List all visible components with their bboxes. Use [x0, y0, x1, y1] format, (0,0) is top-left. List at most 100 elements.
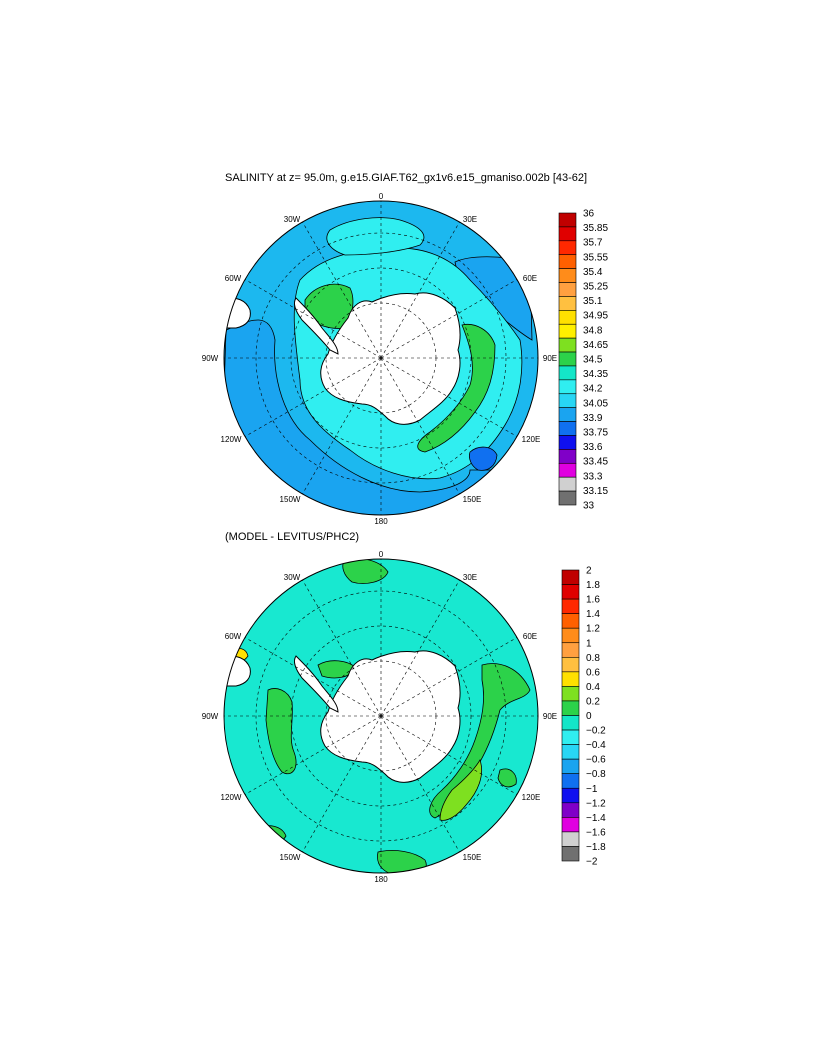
salinity-lon-label-90w: 90W	[202, 354, 219, 363]
colorbar-tick-label: 0.6	[586, 667, 600, 678]
colorbar-swatch	[561, 627, 580, 644]
salinity-region-34.2-north	[326, 217, 425, 256]
colorbar-swatch	[558, 351, 577, 367]
salinity-lon-label-60e: 60E	[523, 274, 537, 283]
colorbar-tick-label: 35.7	[583, 238, 603, 249]
colorbar-swatch	[558, 240, 577, 256]
salinity-colorbar: 36 35.85 35.7 35.55 35.4 35.25 35.1 34.95 34.8 34…	[558, 209, 608, 512]
colorbar-swatch	[558, 462, 577, 478]
colorbar-tick-label: 35.85	[583, 223, 608, 234]
difference-lon-label-90w: 90W	[202, 712, 219, 721]
colorbar-swatch	[558, 296, 577, 311]
colorbar-tick-label: −1.2	[586, 798, 606, 809]
colorbar-swatch	[558, 365, 577, 381]
difference-lon-label-30w: 30W	[284, 573, 301, 582]
colorbar-swatch	[558, 268, 577, 283]
colorbar-swatch	[561, 686, 580, 702]
colorbar-tick-label: 34.65	[583, 340, 608, 351]
colorbar-tick-label: −1.8	[586, 842, 606, 853]
difference-lon-label-0: 0	[379, 550, 384, 559]
colorbar-swatch	[561, 584, 580, 600]
difference-region-0.4-east	[439, 759, 483, 821]
colorbar-tick-label: 33.3	[583, 471, 603, 482]
difference-map-border	[223, 558, 539, 874]
colorbar-swatch	[558, 421, 577, 436]
colorbar-tick-label: 33	[583, 501, 595, 512]
salinity-lon-label-90e: 90E	[543, 354, 557, 363]
colorbar-swatch	[558, 476, 577, 492]
colorbar-tick-label: 33.9	[583, 413, 603, 424]
colorbar-tick-label: 34.95	[583, 311, 608, 322]
colorbar-tick-label: 33.45	[583, 457, 608, 468]
salinity-lon-label-120e: 120E	[522, 435, 541, 444]
difference-antarctica-landmass	[320, 650, 461, 783]
colorbar-swatch	[558, 490, 577, 506]
colorbar-tick-label: −0.6	[586, 755, 606, 766]
colorbar-tick-label: 34.2	[583, 384, 603, 395]
salinity-lon-label-30e: 30E	[463, 215, 477, 224]
difference-lon-label-60w: 60W	[225, 632, 242, 641]
colorbar-tick-label: 0.8	[586, 653, 600, 664]
colorbar-tick-label: 35.25	[583, 282, 608, 293]
colorbar-swatch	[561, 773, 580, 789]
colorbar-tick-label: −1.6	[586, 827, 606, 838]
colorbar-tick-label: 34.5	[583, 355, 603, 366]
difference-lon-label-150w: 150W	[280, 853, 301, 862]
salinity-lon-label-30w: 30W	[284, 215, 301, 224]
difference-lon-label-90e: 90E	[543, 712, 557, 721]
salinity-lon-label-60w: 60W	[225, 274, 242, 283]
antarctica-landmass	[320, 292, 461, 425]
difference-region-0.2-west	[265, 688, 297, 775]
colorbar-tick-label: 0	[586, 711, 592, 722]
colorbar-swatch	[561, 671, 580, 687]
difference-antarctic-peninsula	[293, 655, 339, 713]
difference-lon-label-60e: 60E	[523, 632, 537, 641]
difference-map: 0 30E 60E 90E 120E 150E 180 150W 120W 90…	[202, 550, 606, 884]
colorbar-tick-label: 0.4	[586, 682, 600, 693]
colorbar-tick-label: 2	[586, 566, 592, 577]
salinity-map-border	[223, 200, 539, 516]
difference-graticule	[224, 559, 538, 873]
colorbar-tick-label: −0.2	[586, 726, 606, 737]
colorbar-swatch	[558, 337, 577, 353]
salinity-region-33.75	[469, 446, 498, 471]
colorbar-swatch	[558, 379, 577, 395]
colorbar-tick-label: 1.4	[586, 609, 600, 620]
difference-lon-label-120e: 120E	[522, 793, 541, 802]
colorbar-tick-label: 1	[586, 638, 592, 649]
difference-lon-label-30e: 30E	[463, 573, 477, 582]
colorbar-tick-label: 33.15	[583, 486, 608, 497]
colorbar-tick-label: −1.4	[586, 813, 606, 824]
colorbar-tick-label: 35.4	[583, 267, 603, 278]
colorbar-swatch	[558, 323, 577, 339]
colorbar-tick-label: 34.8	[583, 325, 603, 336]
salinity-region-33.9	[224, 319, 538, 515]
colorbar-tick-label: −1	[586, 784, 598, 795]
difference-lon-label-120w: 120W	[221, 793, 242, 802]
colorbar-tick-label: 33.6	[583, 442, 603, 453]
colorbar-swatch	[558, 393, 577, 408]
colorbar-swatch	[558, 310, 577, 325]
colorbar-tick-label: 35.55	[583, 252, 608, 263]
colorbar-swatch	[561, 613, 580, 629]
colorbar-swatch	[561, 656, 580, 673]
salinity-lon-label-0: 0	[379, 192, 384, 201]
colorbar-tick-label: 1.8	[586, 580, 600, 591]
colorbar-swatch	[561, 817, 580, 833]
antarctic-peninsula	[293, 297, 339, 355]
graticule	[224, 201, 538, 515]
salinity-lon-label-120w: 120W	[221, 435, 242, 444]
colorbar-swatch	[558, 282, 577, 297]
colorbar-swatch	[558, 226, 577, 242]
colorbar-swatch	[558, 435, 577, 450]
colorbar-swatch	[558, 449, 577, 464]
salinity-lon-label-150w: 150W	[280, 495, 301, 504]
colorbar-swatch	[561, 598, 580, 614]
salinity-map: 0 30E 60E 90E 120E 150E 180 150W 120W 90…	[202, 192, 609, 526]
colorbar-tick-label: 1.6	[586, 595, 600, 606]
colorbar-tick-label: 33.75	[583, 428, 608, 439]
colorbar-swatch	[561, 744, 580, 760]
difference-region-0.2-southeast	[497, 768, 517, 788]
colorbar-swatch	[558, 212, 577, 228]
